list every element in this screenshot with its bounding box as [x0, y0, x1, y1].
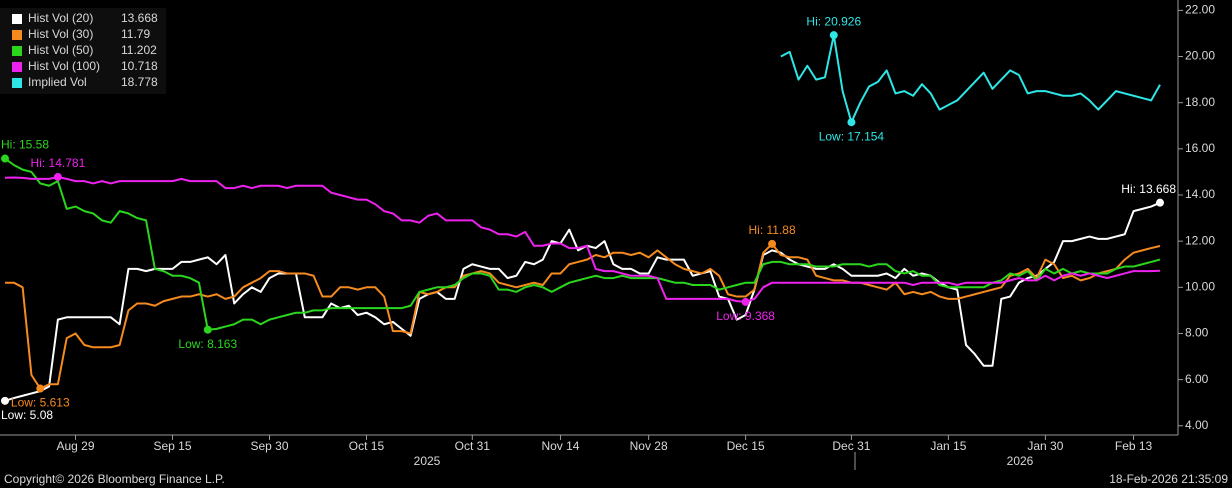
extreme-label: Hi: 15.58	[1, 138, 49, 152]
legend-swatch	[12, 30, 22, 40]
extreme-label: Low: 5.613	[11, 396, 70, 410]
x-tick-label: Dec 31	[832, 439, 870, 453]
legend: Hist Vol (20) 13.668 Hist Vol (30) 11.79 His…	[12, 11, 158, 89]
x-tick-label: Dec 15	[727, 439, 765, 453]
x-tick-label: Jan 15	[930, 439, 966, 453]
x-tick-label: Aug 29	[57, 439, 95, 453]
extreme-label: Hi: 13.668	[1121, 182, 1176, 196]
y-tick-label: 10.00	[1185, 279, 1215, 293]
y-tick-label: 22.00	[1185, 3, 1215, 17]
series-line	[4, 157, 1161, 331]
series-line	[4, 201, 1161, 402]
legend-swatch	[12, 46, 22, 56]
x-tick-label: Nov 14	[541, 439, 579, 453]
legend-label: Hist Vol (50)	[28, 43, 93, 57]
extreme-label: Hi: 14.781	[31, 156, 86, 170]
legend-swatch	[12, 62, 22, 72]
legend-label: Implied Vol	[28, 75, 87, 89]
x-tick-label: Feb 13	[1115, 439, 1153, 453]
legend-swatch	[12, 14, 22, 24]
y-tick-label: 14.00	[1185, 187, 1215, 201]
extreme-marker	[1, 396, 9, 405]
legend-label: Hist Vol (30)	[28, 27, 93, 41]
extreme-marker	[53, 172, 62, 181]
legend-label: Hist Vol (100)	[28, 59, 100, 73]
legend-label: Hist Vol (20)	[28, 11, 93, 25]
y-tick-label: 6.00	[1185, 372, 1209, 386]
y-tick-label: 16.00	[1185, 141, 1215, 155]
period-label: 2026	[1007, 454, 1034, 468]
extreme-label: Hi: 20.926	[806, 14, 861, 28]
legend-value: 13.668	[121, 11, 158, 25]
plot-area: Hi: 13.668 Low: 5.08 Hi: 11.88 Low: 5.613 Hi…	[1, 14, 1176, 422]
period-label: 2025	[414, 454, 441, 468]
extreme-label: Low: 17.154	[819, 129, 885, 143]
series-line	[5, 242, 1161, 390]
extreme-marker	[741, 297, 750, 306]
x-tick-label: Oct 31	[455, 439, 491, 453]
extreme-label: Low: 8.163	[178, 337, 237, 351]
y-tick-label: 8.00	[1185, 326, 1209, 340]
x-tick-label: Oct 15	[349, 439, 385, 453]
y-tick-label: 20.00	[1185, 49, 1215, 63]
x-tick-label: Nov 28	[630, 439, 668, 453]
extreme-marker	[768, 239, 777, 248]
extreme-marker	[1156, 198, 1164, 207]
extreme-marker	[847, 118, 856, 127]
extreme-marker	[829, 31, 838, 40]
extreme-marker	[203, 325, 212, 334]
legend-value: 11.79	[121, 27, 150, 41]
timestamp: 18-Feb-2026 21:35:09	[1109, 472, 1228, 486]
y-tick-label: 4.00	[1185, 418, 1209, 432]
legend-value: 11.202	[121, 43, 157, 57]
series-line	[780, 34, 1161, 124]
legend-box	[0, 8, 166, 94]
series-line	[4, 175, 1161, 303]
y-tick-label: 18.00	[1185, 95, 1215, 109]
legend-value: 18.778	[121, 75, 158, 89]
legend-swatch	[12, 78, 22, 88]
extreme-marker	[36, 384, 45, 393]
x-tick-label: Sep 30	[250, 439, 288, 453]
copyright: Copyright© 2026 Bloomberg Finance L.P.	[4, 472, 225, 486]
x-tick-label: Sep 15	[153, 439, 191, 453]
extreme-label: Low: 9.368	[716, 309, 775, 323]
extreme-label: Hi: 11.88	[748, 223, 795, 237]
x-tick-label: Jan 30	[1027, 439, 1063, 453]
y-tick-label: 12.00	[1185, 233, 1215, 247]
legend-value: 10.718	[121, 59, 158, 73]
extreme-marker	[1, 154, 9, 163]
extreme-label: Low: 5.08	[1, 408, 53, 422]
